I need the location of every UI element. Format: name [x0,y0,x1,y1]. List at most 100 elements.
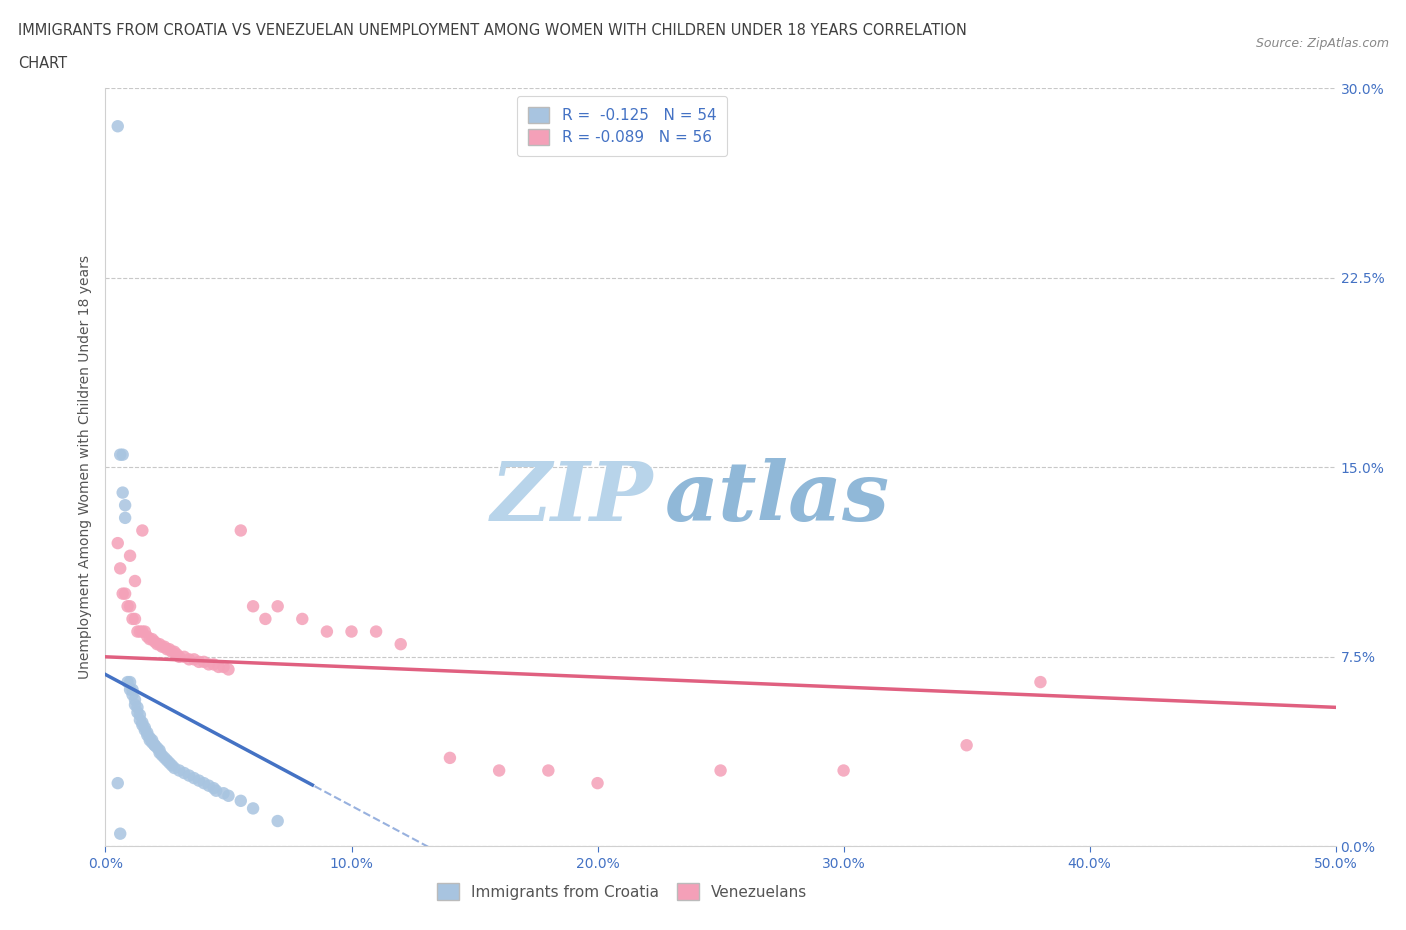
Point [124,574,146,589]
Text: IMMIGRANTS FROM CROATIA VS VENEZUELAN UNEMPLOYMENT AMONG WOMEN WITH CHILDREN UND: IMMIGRANTS FROM CROATIA VS VENEZUELAN UN… [18,23,967,38]
Point [136,725,159,740]
Point [183,652,205,667]
Point [218,662,240,677]
Point [110,447,132,462]
Point [129,708,152,723]
Point [212,786,235,801]
Point [173,649,195,664]
Point [149,743,172,758]
Point [163,761,186,776]
Point [121,683,143,698]
Point [537,763,560,777]
Point [160,644,183,659]
Point [124,612,146,627]
Point [710,763,733,777]
Point [267,814,290,829]
Point [150,639,173,654]
Point [127,624,149,639]
Point [488,763,510,777]
Point [179,768,201,783]
Point [134,720,156,735]
Point [111,485,134,500]
Point [143,634,166,649]
Point [159,755,180,770]
Point [156,642,179,657]
Point [153,751,176,765]
Point [143,737,166,752]
Point [208,659,231,674]
Point [136,630,159,644]
Point [121,687,143,702]
Point [183,771,205,786]
Point [121,612,143,627]
Point [150,748,173,763]
Point [163,644,186,659]
Point [586,776,609,790]
Point [153,639,176,654]
Point [169,649,191,664]
Point [111,447,134,462]
Point [129,712,152,727]
Point [188,655,211,670]
Point [131,715,153,730]
Point [173,765,195,780]
Point [205,783,228,798]
Point [114,511,136,525]
Point [124,698,146,712]
Point [193,776,215,790]
Y-axis label: Unemployment Among Women with Children Under 18 years: Unemployment Among Women with Children U… [79,256,93,679]
Point [120,549,141,564]
Point [131,718,153,733]
Point [254,612,277,627]
Point [169,763,191,777]
Point [129,624,152,639]
Point [136,727,159,742]
Point [156,753,179,768]
Legend: Immigrants from Croatia, Venezuelans: Immigrants from Croatia, Venezuelans [426,872,818,910]
Point [111,586,134,601]
Point [229,793,252,808]
Point [315,624,337,639]
Point [141,631,163,646]
Text: ZIP: ZIP [491,458,652,538]
Point [179,652,201,667]
Point [188,773,211,788]
Point [242,801,264,816]
Point [124,692,146,707]
Point [117,599,139,614]
Point [956,737,979,752]
Point [366,624,388,639]
Point [138,733,162,748]
Point [218,789,240,804]
Point [114,498,136,512]
Point [127,705,149,720]
Point [242,599,264,614]
Point [141,736,163,751]
Point [197,657,221,671]
Point [117,674,139,689]
Point [120,683,141,698]
Point [439,751,461,765]
Point [107,119,129,134]
Point [141,733,163,748]
Point [107,776,129,790]
Point [202,657,225,671]
Point [131,523,153,538]
Point [143,737,166,752]
Point [229,523,252,538]
Point [166,647,188,662]
Point [149,745,172,760]
Point [134,723,156,737]
Point [138,730,162,745]
Point [193,655,215,670]
Point [267,599,290,614]
Point [127,700,149,715]
Point [160,758,183,773]
Point [146,740,169,755]
Point [134,624,156,639]
Point [120,599,141,614]
Point [1029,674,1052,689]
Point [202,781,225,796]
Text: CHART: CHART [18,56,67,71]
Point [389,637,412,652]
